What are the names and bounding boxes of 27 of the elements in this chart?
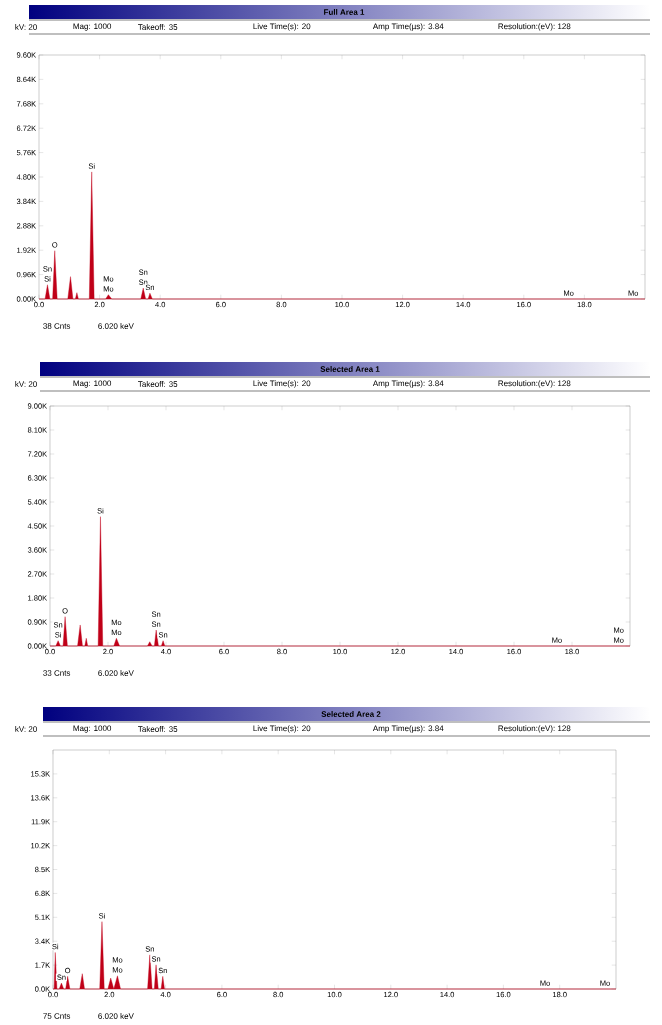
text: Live Time(s): 20 — [253, 23, 311, 31]
text: kV: 20 — [15, 24, 37, 30]
text: Takeoff: 35 — [138, 24, 178, 30]
text: 6.020 keV — [98, 323, 134, 329]
text: Takeoff: 35 — [138, 726, 178, 732]
text: Amp Time(µs): 3.84 — [372, 725, 444, 733]
text: Mag: 1000 — [73, 380, 112, 388]
text: 6.020 keV — [98, 670, 134, 676]
text: Live Time(s): 20 — [253, 725, 311, 733]
chart-title: Selected Area 2 — [321, 711, 381, 717]
text: Live Time(s): 20 — [253, 380, 311, 388]
text: Mag: 1000 — [73, 23, 112, 31]
chart-title: Full Area 1 — [324, 9, 365, 15]
text: Mag: 1000 — [73, 725, 112, 733]
text: 33 Cnts — [43, 670, 71, 676]
text: Resolution:(eV): 128 — [498, 380, 571, 388]
text: Resolution:(eV): 128 — [498, 725, 571, 733]
chart-title: Selected Area 1 — [320, 366, 380, 372]
text: kV: 20 — [15, 381, 37, 387]
text: 38 Cnts — [43, 323, 71, 329]
text: kV: 20 — [15, 726, 37, 732]
text: Amp Time(µs): 3.84 — [372, 380, 444, 388]
text: 6.020 keV — [98, 1013, 134, 1019]
text: Resolution:(eV): 128 — [498, 23, 571, 31]
text: 75 Cnts — [43, 1013, 71, 1019]
text: Amp Time(µs): 3.84 — [372, 23, 444, 31]
text: Takeoff: 35 — [138, 381, 178, 387]
